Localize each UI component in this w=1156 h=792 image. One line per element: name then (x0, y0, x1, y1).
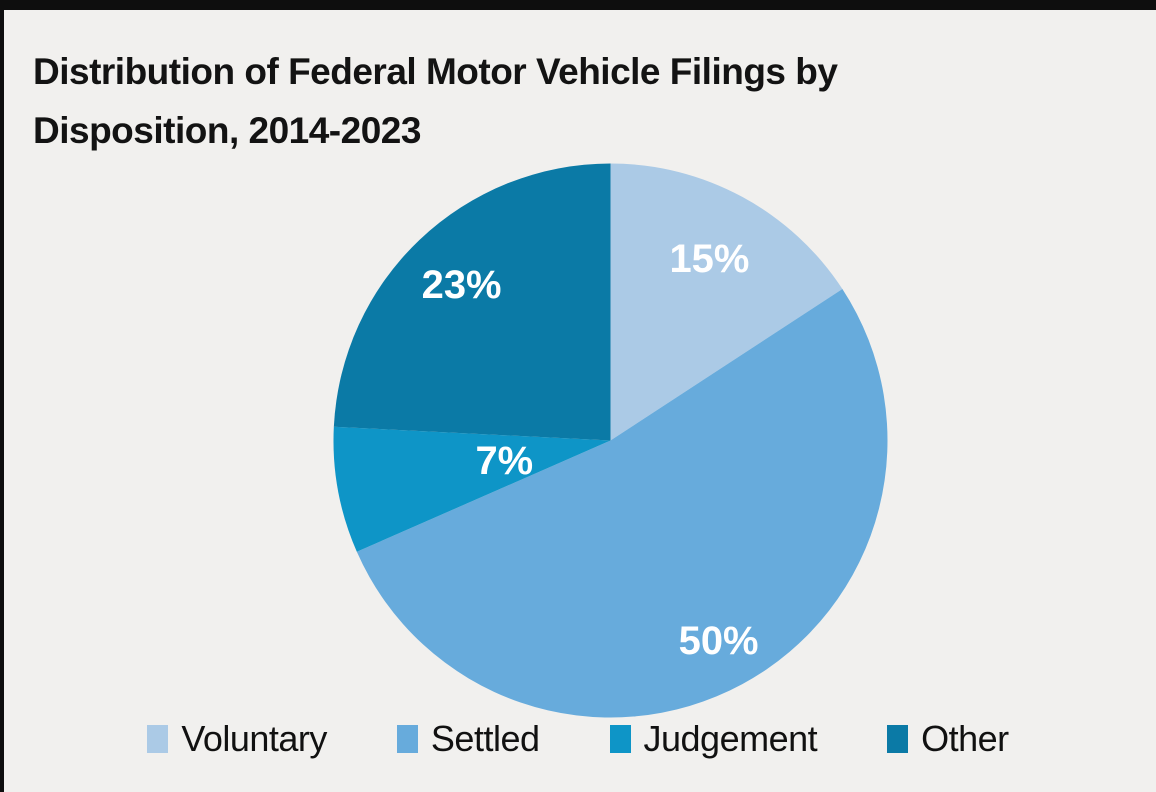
legend-swatch-judgement (609, 725, 631, 753)
pie-slice-value-label-voluntary: 15% (669, 237, 749, 281)
legend-item-settled: Settled (396, 718, 540, 760)
top-frame-edge (0, 0, 1156, 10)
pie-slice-value-label-settled: 50% (679, 619, 759, 663)
pie-slice-judgement (333, 426, 611, 552)
pie-slice-settled (356, 288, 888, 718)
legend-item-voluntary: Voluntary (147, 718, 327, 760)
legend-label-settled: Settled (430, 718, 540, 759)
chart-title: Distribution of Federal Motor Vehicle Fi… (33, 42, 838, 160)
legend-swatch-settled (396, 725, 418, 753)
legend-swatch-other (887, 725, 909, 753)
legend-item-judgement: Judgement (609, 718, 818, 760)
pie-chart-svg: 15% 50% 7% 23% (333, 163, 888, 718)
chart-title-line-1: Distribution of Federal Motor Vehicle Fi… (33, 51, 838, 92)
pie-slice-value-label-other: 23% (422, 263, 502, 307)
legend-item-other: Other (887, 718, 1009, 760)
chart-title-line-2: Disposition, 2014-2023 (33, 110, 421, 151)
chart-legend: Voluntary Settled Judgement Other (0, 718, 1156, 760)
legend-label-voluntary: Voluntary (181, 718, 327, 759)
pie-slice-voluntary (610, 163, 843, 441)
pie-chart: 15% 50% 7% 23% (333, 163, 888, 718)
pie-slice-other (333, 163, 611, 441)
pie-slice-value-label-judgement: 7% (475, 439, 533, 483)
legend-swatch-voluntary (147, 725, 169, 753)
legend-label-judgement: Judgement (643, 718, 818, 759)
left-frame-edge (0, 0, 4, 792)
legend-label-other: Other (921, 718, 1009, 759)
